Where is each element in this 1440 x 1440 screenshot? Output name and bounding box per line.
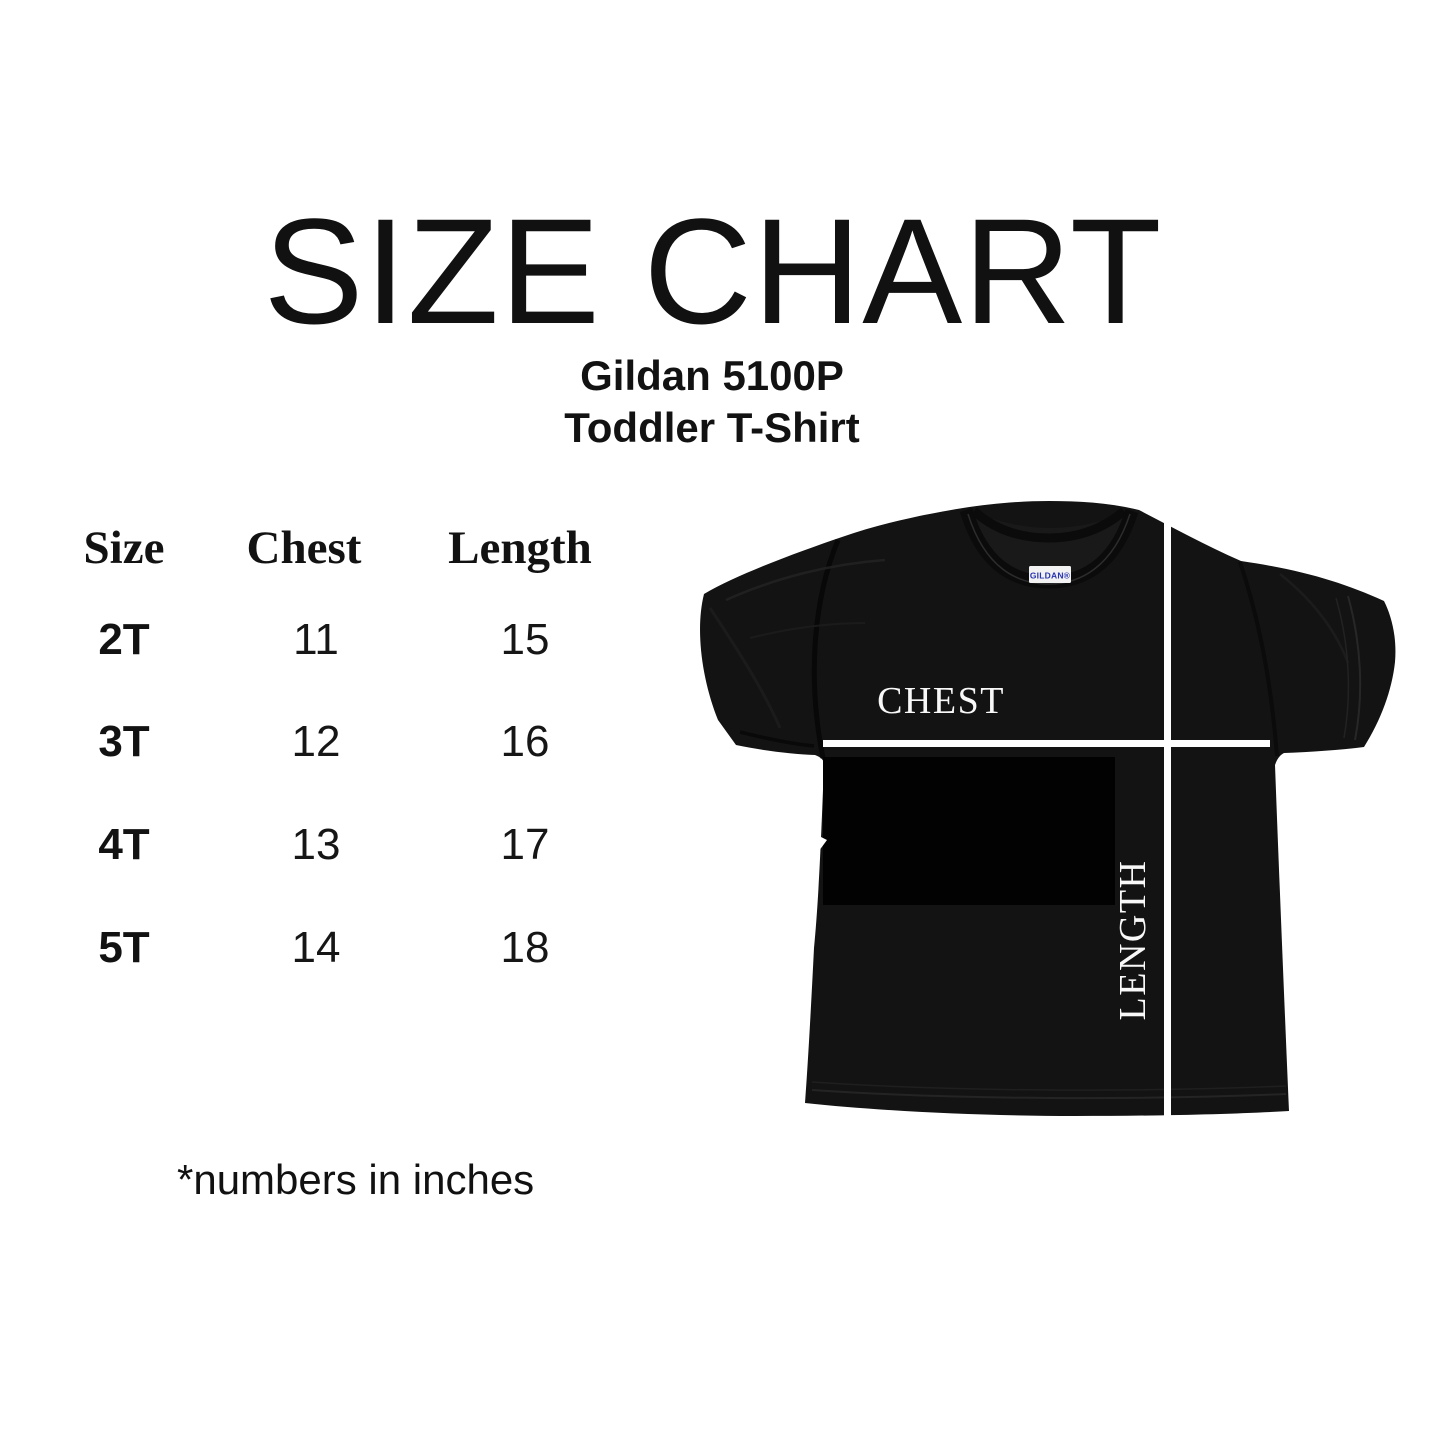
size-value: 3T bbox=[98, 717, 150, 766]
length-measure-line bbox=[1164, 522, 1171, 1116]
length-value: 15 bbox=[500, 615, 550, 664]
units-footnote: *numbers in inches bbox=[177, 1156, 535, 1203]
dark-patch bbox=[823, 757, 1115, 905]
product-subtitle: Gildan 5100P Toddler T-Shirt bbox=[564, 350, 860, 454]
chest-label: CHEST bbox=[877, 680, 1005, 722]
left-sleeve-seam bbox=[811, 539, 841, 759]
hem-stitch bbox=[811, 1081, 1287, 1091]
right-cuff-stitch bbox=[1335, 597, 1350, 739]
column-header-size: Size bbox=[83, 522, 165, 574]
left-sleeve-fold bbox=[708, 607, 782, 729]
product-type: Toddler T-Shirt bbox=[564, 404, 860, 451]
tshirt-photo: GILDAN® CHEST LENGTH bbox=[700, 501, 1396, 1116]
page-title: SIZE CHART bbox=[263, 187, 1163, 355]
collar-seam-highlight bbox=[967, 513, 1131, 585]
brand-tag bbox=[1029, 566, 1071, 583]
column-header-length: Length bbox=[448, 522, 592, 574]
product-model: Gildan 5100P bbox=[580, 352, 844, 399]
left-shoulder-wrinkle bbox=[725, 558, 886, 602]
column-header-chest: Chest bbox=[246, 522, 362, 574]
tshirt-diagram: GILDAN® CHEST LENGTH bbox=[680, 478, 1440, 1140]
left-shoulder-wrinkle bbox=[749, 622, 866, 639]
chest-value: 14 bbox=[291, 923, 341, 972]
size-value: 4T bbox=[98, 820, 150, 869]
edge-notch bbox=[807, 830, 827, 859]
length-value: 16 bbox=[500, 717, 550, 766]
length-value: 17 bbox=[500, 820, 550, 869]
right-sleeve-seam bbox=[1238, 561, 1279, 757]
size-value: 5T bbox=[98, 923, 150, 972]
right-sleeve-fold bbox=[1279, 573, 1350, 664]
size-value: 2T bbox=[98, 615, 150, 664]
chest-value: 11 bbox=[293, 615, 339, 664]
left-cuff-shadow bbox=[739, 730, 815, 748]
right-cuff-stitch bbox=[1347, 595, 1362, 741]
brand-tag-label: GILDAN® bbox=[1030, 571, 1071, 581]
chest-value: 13 bbox=[291, 820, 341, 869]
length-label: LENGTH bbox=[1112, 860, 1154, 1021]
chest-measure-line bbox=[823, 740, 1270, 747]
collar-band-back bbox=[970, 507, 1127, 543]
chest-value: 12 bbox=[291, 717, 341, 766]
length-value: 18 bbox=[500, 923, 550, 972]
hem-stitch bbox=[811, 1089, 1287, 1100]
